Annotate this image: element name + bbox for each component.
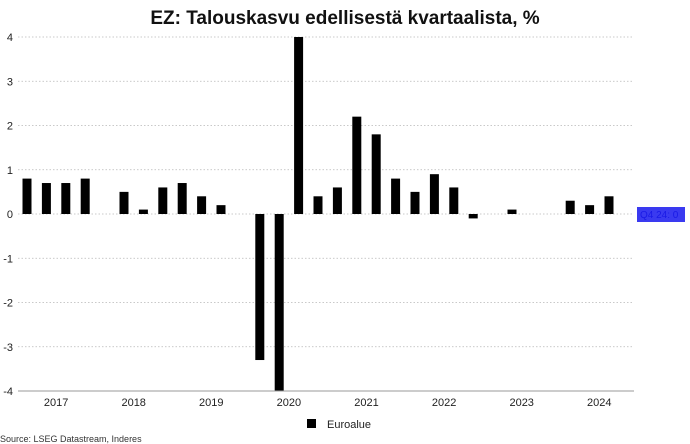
bar bbox=[449, 187, 459, 214]
source-note: Source: LSEG Datastream, Inderes bbox=[0, 434, 142, 444]
last-value-label: Q4 24: 0 bbox=[637, 207, 685, 222]
bar bbox=[468, 214, 478, 219]
bar bbox=[216, 205, 226, 214]
legend-label-euroalue: Euroalue bbox=[327, 419, 371, 431]
bars bbox=[22, 37, 614, 391]
bar bbox=[41, 183, 51, 214]
bar bbox=[158, 187, 168, 214]
bar bbox=[429, 174, 439, 214]
bar bbox=[80, 178, 90, 214]
bar bbox=[604, 196, 614, 214]
bar bbox=[410, 191, 420, 214]
x-axis-tick-labels: 2017 2018 2019 2020 2021 2022 2023 2024 bbox=[44, 397, 612, 409]
last-value-label-text: Q4 24: 0 bbox=[640, 210, 679, 221]
y-tick-label: 3 bbox=[7, 76, 13, 88]
x-tick-label: 2017 bbox=[44, 397, 68, 409]
x-tick-label: 2023 bbox=[509, 397, 533, 409]
bar bbox=[371, 134, 381, 214]
legend-swatch-euroalue bbox=[307, 419, 316, 428]
bar bbox=[391, 178, 401, 214]
x-tick-label: 2022 bbox=[432, 397, 456, 409]
bar bbox=[197, 196, 207, 214]
y-tick-label: -3 bbox=[3, 342, 13, 354]
y-tick-label: -2 bbox=[3, 298, 13, 310]
y-axis-tick-labels: -4 -3 -2 -1 0 1 2 3 4 bbox=[3, 32, 13, 398]
bar bbox=[274, 214, 284, 391]
x-tick-label: 2019 bbox=[199, 397, 223, 409]
y-tick-label: -1 bbox=[3, 253, 13, 265]
bar bbox=[565, 200, 575, 214]
bar bbox=[255, 214, 265, 361]
bar bbox=[61, 183, 71, 214]
x-tick-label: 2018 bbox=[121, 397, 145, 409]
bar bbox=[507, 209, 517, 214]
bar bbox=[119, 191, 129, 214]
bar bbox=[294, 37, 304, 214]
last-value-label-background bbox=[637, 207, 685, 222]
x-tick-label: 2020 bbox=[277, 397, 301, 409]
x-tick-label: 2021 bbox=[354, 397, 378, 409]
bar bbox=[313, 196, 323, 214]
y-tick-label: 0 bbox=[7, 209, 13, 221]
bar bbox=[352, 116, 362, 214]
bar bbox=[177, 183, 187, 214]
bar bbox=[22, 178, 32, 214]
y-tick-label: -4 bbox=[3, 386, 13, 398]
chart-title: EZ: Talouskasvu edellisestä kvartaalista… bbox=[150, 8, 539, 29]
legend: Euroalue bbox=[307, 419, 371, 431]
y-tick-label: 4 bbox=[7, 32, 13, 44]
y-tick-label: 1 bbox=[7, 165, 13, 177]
bar bbox=[585, 205, 595, 214]
x-tick-label: 2024 bbox=[587, 397, 611, 409]
gridlines bbox=[18, 36, 634, 392]
bar bbox=[332, 187, 342, 214]
bar bbox=[138, 209, 148, 214]
y-tick-label: 2 bbox=[7, 121, 13, 133]
